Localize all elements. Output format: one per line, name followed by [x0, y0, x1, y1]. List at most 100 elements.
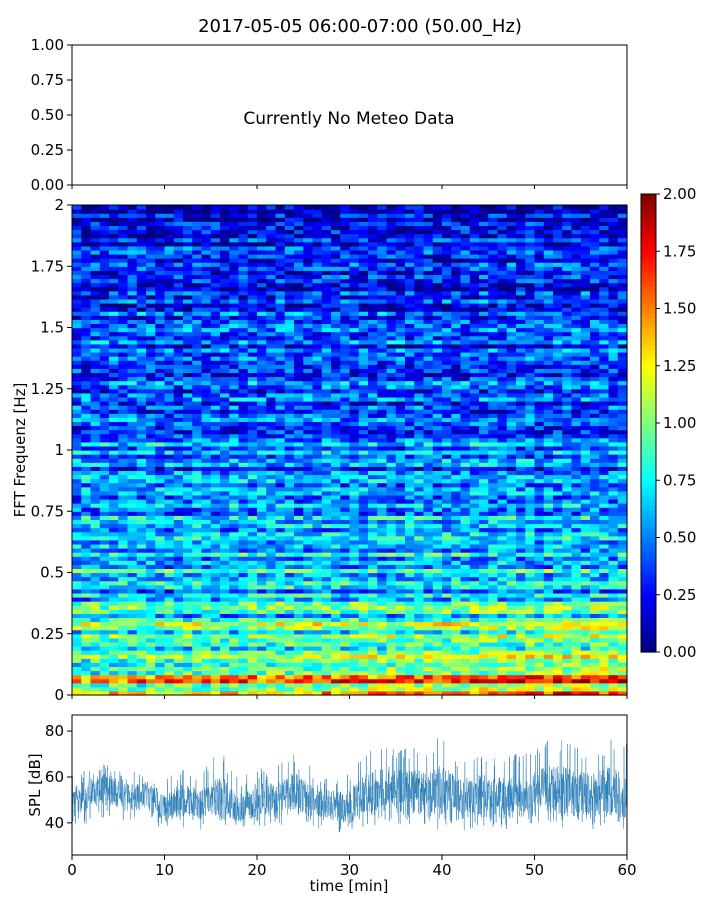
- spectrogram-cell: [395, 539, 406, 545]
- spectrogram-cell: [488, 539, 499, 545]
- spectrogram-cell: [284, 466, 295, 472]
- spectrogram-cell: [451, 356, 462, 361]
- spectrogram-cell: [90, 609, 101, 614]
- spectrogram-cell: [377, 372, 388, 378]
- spectrogram-cell: [118, 507, 129, 512]
- spectrogram-cell: [516, 372, 526, 378]
- spectrogram-cell: [562, 605, 573, 610]
- spectrogram-cell: [553, 539, 563, 545]
- spectrogram-cell: [543, 621, 554, 627]
- spectrogram-cell: [210, 401, 221, 406]
- spectrogram-cell: [321, 429, 332, 435]
- spectrogram-cell: [118, 641, 129, 647]
- spectrogram-cell: [321, 539, 332, 545]
- spectrogram-cell: [183, 548, 193, 553]
- spectrogram-cell: [590, 592, 600, 598]
- spectrogram-cell: [136, 421, 147, 427]
- spectrogram-cell: [72, 454, 82, 459]
- spectrogram-cell: [72, 360, 82, 365]
- spectrogram-cell: [109, 466, 119, 472]
- spectrogram-cell: [562, 576, 573, 582]
- spectrogram-cell: [210, 568, 221, 574]
- spectrogram-cell: [257, 678, 267, 684]
- spectrogram-cell: [488, 584, 499, 590]
- spectrogram-cell: [201, 356, 212, 361]
- spectrogram-cell: [201, 646, 212, 651]
- spectrogram-cell: [127, 678, 138, 684]
- spectrogram-cell: [553, 658, 563, 663]
- spectrogram-cell: [294, 409, 304, 414]
- spectrogram-cell: [173, 678, 184, 684]
- spectrogram-cell: [81, 384, 92, 390]
- spectrogram-cell: [405, 588, 415, 594]
- spectrogram-cell: [275, 535, 286, 541]
- spectrogram-cell: [72, 372, 82, 378]
- spectrogram-cell: [377, 376, 388, 382]
- spectrogram-cell: [368, 686, 378, 692]
- spectrogram-cell: [146, 421, 156, 427]
- spectrogram-cell: [386, 556, 397, 561]
- spectrogram-cell: [136, 519, 147, 525]
- spectrogram-cell: [516, 625, 526, 631]
- spectrogram-cell: [368, 633, 378, 639]
- spectrogram-cell: [414, 474, 425, 480]
- spectrogram-cell: [562, 511, 573, 516]
- spectrogram-cell: [469, 682, 480, 688]
- spectrogram-cell: [136, 613, 147, 619]
- spectrogram-cell: [599, 417, 610, 423]
- spectrogram-cell: [266, 515, 277, 521]
- spectrogram-cell: [136, 564, 147, 570]
- spectrogram-cell: [266, 429, 277, 435]
- spectrogram-cell: [469, 503, 480, 508]
- spectrogram-cell: [599, 560, 610, 565]
- spectrogram-cell: [377, 580, 388, 586]
- spectrogram-cell: [599, 539, 610, 545]
- spectrogram-cell: [312, 405, 323, 410]
- spectrogram-cell: [534, 682, 545, 688]
- spectrogram-cell: [257, 666, 267, 672]
- spectrogram-cell: [460, 531, 471, 537]
- spectrogram-cell: [608, 413, 619, 418]
- spectrogram-cell: [442, 482, 452, 488]
- spectrogram-cell: [590, 421, 600, 427]
- spectrogram-cell: [220, 629, 230, 635]
- spectrogram-cell: [414, 421, 425, 427]
- spectrogram-cell: [599, 625, 610, 631]
- spectrogram-cell: [155, 409, 166, 414]
- spectrogram-cell: [608, 511, 619, 516]
- spectrogram-cell: [312, 592, 323, 598]
- spectrogram-cell: [479, 474, 489, 480]
- spectrogram-cell: [423, 662, 434, 668]
- spectrogram-cell: [469, 556, 480, 561]
- spectrogram-cell: [599, 584, 610, 590]
- spectrogram-cell: [358, 413, 369, 418]
- spectrogram-cell: [90, 674, 101, 680]
- spectrogram-cell: [617, 637, 628, 643]
- spectrogram-cell: [377, 658, 388, 663]
- spectrogram-cell: [386, 519, 397, 525]
- spectrogram-cell: [257, 507, 267, 512]
- spectrogram-cell: [321, 433, 332, 439]
- spectrogram-cell: [479, 413, 489, 418]
- spectrogram-cell: [460, 539, 471, 545]
- spectrogram-cell: [284, 654, 295, 659]
- spectrogram-cell: [238, 364, 249, 369]
- spectrogram-cell: [164, 601, 175, 606]
- spectrogram-cell: [479, 686, 489, 692]
- spectrogram-cell: [516, 556, 526, 561]
- spectrogram-cell: [460, 478, 471, 484]
- spectrogram-cell: [525, 401, 536, 406]
- spectrogram-cell: [395, 450, 406, 455]
- spectrogram-cell: [192, 641, 203, 647]
- spectrogram-cell: [340, 670, 351, 676]
- spectrogram-cell: [257, 474, 267, 480]
- spectrogram-cell: [247, 646, 258, 651]
- spectrogram-cell: [312, 527, 323, 533]
- spectrogram-cell: [99, 392, 110, 398]
- spectrogram-cell: [451, 625, 462, 631]
- spectrogram-cell: [247, 482, 258, 488]
- spectrogram-cell: [349, 543, 360, 549]
- spectrogram-cell: [377, 445, 388, 451]
- spectrogram-cell: [118, 462, 129, 467]
- spectrogram-cell: [488, 601, 499, 606]
